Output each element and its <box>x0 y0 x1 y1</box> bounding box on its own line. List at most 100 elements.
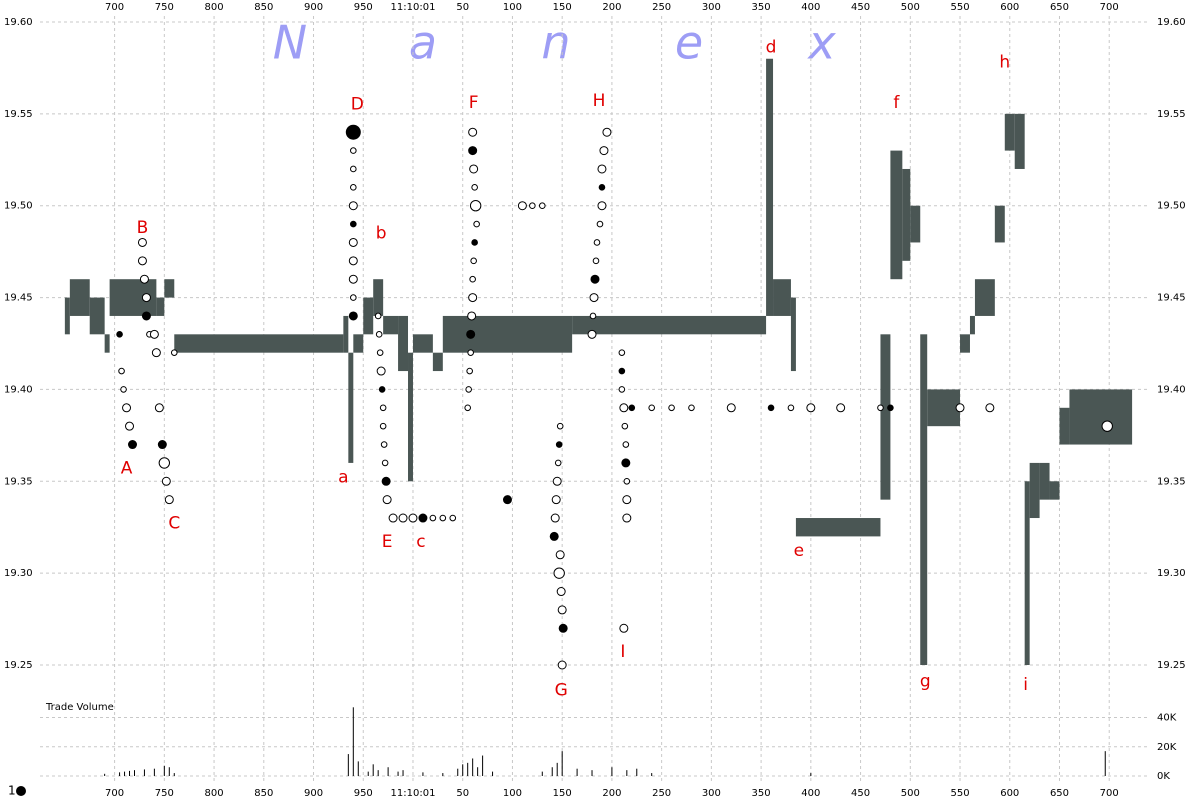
annotation: B <box>137 218 149 238</box>
trade-point <box>621 422 629 430</box>
trade-point <box>137 256 147 266</box>
y-tick-label-right: 19.45 <box>1157 293 1186 304</box>
y-tick-label-left: 19.40 <box>4 384 33 395</box>
trade-point <box>429 514 437 522</box>
x-tick-label-bottom: 650 <box>1050 788 1069 799</box>
trade-point <box>599 146 609 156</box>
x-tick-label-top: 750 <box>155 2 174 13</box>
quote-band <box>974 279 995 316</box>
x-tick-label-bottom: 800 <box>205 788 224 799</box>
trade-point <box>622 441 630 448</box>
trade-point <box>471 239 478 246</box>
trade-point <box>379 404 387 412</box>
trade-point <box>597 164 607 174</box>
trade-point <box>556 422 564 430</box>
x-tick-label-bottom: 300 <box>702 788 721 799</box>
trade-point <box>550 513 560 523</box>
x-tick-label-bottom: 600 <box>1000 788 1019 799</box>
volume-label: Trade Volume <box>45 702 114 713</box>
annotation: a <box>338 468 348 488</box>
quote-band <box>572 315 767 335</box>
x-tick-label-top: 50 <box>456 2 469 13</box>
quote-band <box>408 352 413 482</box>
trade-point <box>555 550 565 560</box>
trade-point <box>468 127 478 137</box>
trade-point <box>555 441 563 448</box>
trade-point <box>465 386 472 393</box>
trade-point <box>618 386 626 393</box>
trade-point <box>116 331 123 338</box>
trade-point <box>381 459 389 467</box>
trade-point <box>602 127 612 137</box>
annotation: E <box>382 532 393 552</box>
trade-point <box>170 349 178 356</box>
trade-point <box>589 293 599 303</box>
trade-point <box>350 294 357 301</box>
trade-point <box>517 201 527 211</box>
trade-point <box>379 422 387 430</box>
annotation: F <box>469 93 479 113</box>
trade-point <box>466 367 473 375</box>
trade-point <box>149 329 159 339</box>
x-tick-label-bottom: 250 <box>652 788 671 799</box>
y-tick-label-left: 19.60 <box>4 17 33 28</box>
quote-band <box>994 205 1005 243</box>
annotation: C <box>168 514 180 534</box>
trade-point <box>408 513 418 523</box>
trade-point <box>345 124 361 140</box>
trade-point <box>376 366 386 376</box>
trade-point <box>668 404 675 412</box>
trade-point <box>469 200 482 212</box>
trade-point <box>806 403 816 413</box>
trade-point <box>161 476 171 486</box>
x-tick-label-top: 550 <box>950 2 969 13</box>
x-tick-label-top: 11:10:01 <box>391 2 436 13</box>
trade-point <box>469 164 479 174</box>
trade-point <box>348 201 358 211</box>
trade-point <box>621 458 631 468</box>
y-tick-label-right: 19.55 <box>1157 109 1186 120</box>
trade-point <box>648 404 655 412</box>
quote-band <box>927 389 961 427</box>
quote-band <box>398 315 409 372</box>
trade-point <box>158 457 171 469</box>
trade-point <box>877 404 884 412</box>
trade-point <box>618 367 626 375</box>
annotation: I <box>620 642 625 662</box>
trade-point <box>558 623 568 633</box>
x-tick-label-top: 350 <box>752 2 771 13</box>
quote-band <box>1049 481 1060 500</box>
quote-band <box>969 315 975 335</box>
trade-point <box>589 312 597 320</box>
y-tick-label-left: 19.50 <box>4 201 33 212</box>
quote-band <box>1024 481 1030 665</box>
trade-point <box>557 660 567 670</box>
watermark-letter: e <box>675 16 703 70</box>
trade-point <box>348 311 358 321</box>
trade-point <box>551 495 561 505</box>
quote-band <box>1059 407 1070 445</box>
x-tick-label-bottom: 700 <box>1100 788 1119 799</box>
trade-point <box>887 404 894 412</box>
trade-point <box>598 184 606 191</box>
x-tick-label-bottom: 100 <box>503 788 522 799</box>
x-tick-label-bottom: 750 <box>155 788 174 799</box>
x-tick-label-top: 650 <box>1050 2 1069 13</box>
trade-point <box>473 220 480 228</box>
quote-band <box>1004 113 1015 151</box>
x-tick-label-top: 900 <box>304 2 323 13</box>
annotation: D <box>351 95 364 115</box>
quote-band <box>104 334 110 353</box>
trade-point <box>128 440 137 450</box>
trade-point <box>955 403 965 413</box>
quote-band <box>790 297 796 372</box>
annotation: g <box>920 672 931 692</box>
trade-point <box>502 495 512 505</box>
trade-point <box>552 476 562 486</box>
x-tick-label-top: 700 <box>105 2 124 13</box>
annotation: i <box>1023 675 1028 695</box>
volume-tick-label: 0K <box>1157 771 1170 782</box>
trade-point <box>154 403 164 413</box>
quote-band <box>1029 462 1040 519</box>
x-tick-label-top: 800 <box>205 2 224 13</box>
